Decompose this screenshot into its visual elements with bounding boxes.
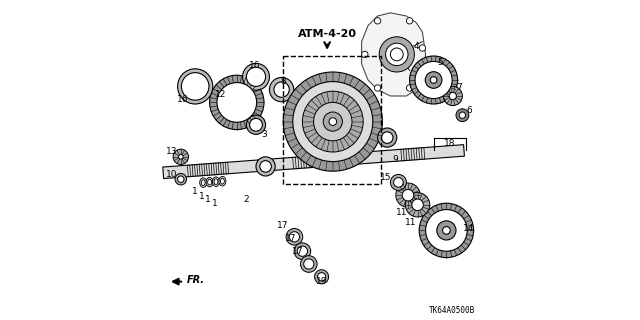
Text: 19: 19: [316, 277, 327, 286]
Text: 4: 4: [413, 42, 419, 51]
Circle shape: [426, 72, 442, 88]
Text: ATM-4-20: ATM-4-20: [298, 28, 356, 39]
Circle shape: [426, 210, 467, 251]
Circle shape: [243, 63, 269, 90]
Text: 1: 1: [205, 196, 211, 204]
Circle shape: [304, 259, 314, 269]
Circle shape: [274, 82, 289, 97]
Ellipse shape: [200, 178, 207, 188]
Circle shape: [460, 112, 466, 118]
Circle shape: [182, 73, 209, 100]
Circle shape: [412, 199, 424, 211]
Circle shape: [293, 82, 372, 162]
Circle shape: [456, 109, 468, 122]
Ellipse shape: [219, 176, 226, 186]
Ellipse shape: [206, 177, 213, 187]
Circle shape: [385, 43, 408, 66]
Ellipse shape: [212, 177, 220, 187]
Circle shape: [436, 221, 456, 240]
Circle shape: [323, 112, 342, 131]
Circle shape: [403, 189, 414, 201]
Circle shape: [217, 83, 257, 122]
Text: 13: 13: [166, 148, 178, 156]
Circle shape: [286, 228, 303, 245]
Circle shape: [430, 77, 437, 83]
Text: 11: 11: [396, 208, 407, 217]
Polygon shape: [163, 145, 465, 179]
Circle shape: [443, 86, 463, 106]
Circle shape: [250, 118, 262, 131]
Text: 7: 7: [456, 84, 462, 92]
Text: 17: 17: [285, 234, 297, 243]
Circle shape: [317, 273, 326, 281]
Text: 16: 16: [249, 61, 260, 70]
Circle shape: [329, 118, 337, 125]
Text: 14: 14: [463, 224, 474, 233]
Circle shape: [396, 183, 420, 207]
Circle shape: [289, 232, 300, 242]
Circle shape: [260, 161, 271, 172]
Text: 5: 5: [437, 58, 443, 67]
Text: 15: 15: [380, 173, 391, 182]
Circle shape: [210, 75, 264, 130]
Ellipse shape: [207, 179, 211, 185]
Circle shape: [415, 61, 452, 99]
Text: 18: 18: [444, 140, 455, 148]
Circle shape: [419, 45, 426, 51]
Text: TK64A0500B: TK64A0500B: [429, 306, 475, 315]
Circle shape: [173, 149, 189, 164]
Circle shape: [381, 132, 393, 143]
Circle shape: [246, 115, 266, 134]
Text: 10: 10: [166, 170, 178, 179]
Circle shape: [294, 243, 311, 260]
Circle shape: [374, 85, 381, 91]
Text: 8: 8: [280, 77, 286, 86]
Circle shape: [303, 91, 364, 152]
Circle shape: [178, 69, 212, 104]
Circle shape: [406, 85, 413, 91]
Polygon shape: [362, 13, 426, 96]
Ellipse shape: [214, 179, 218, 185]
Text: 6: 6: [466, 106, 472, 115]
Circle shape: [443, 227, 451, 234]
Text: 16: 16: [177, 95, 189, 104]
Circle shape: [175, 173, 187, 185]
Text: 2: 2: [244, 196, 249, 204]
Circle shape: [449, 92, 456, 100]
Circle shape: [179, 155, 183, 159]
Bar: [283, 56, 381, 184]
Text: 1: 1: [193, 188, 198, 196]
Circle shape: [390, 48, 403, 61]
Circle shape: [362, 51, 368, 58]
Circle shape: [301, 256, 317, 272]
Ellipse shape: [220, 178, 225, 184]
Text: 1: 1: [199, 192, 204, 201]
Circle shape: [297, 246, 307, 256]
Text: 9: 9: [392, 156, 398, 164]
Circle shape: [178, 176, 184, 182]
Text: 12: 12: [215, 90, 227, 99]
Text: 3: 3: [261, 130, 267, 139]
Circle shape: [378, 128, 397, 147]
Circle shape: [390, 174, 406, 190]
Ellipse shape: [201, 180, 205, 186]
Circle shape: [379, 37, 415, 72]
Text: 11: 11: [406, 218, 417, 227]
Circle shape: [314, 102, 352, 141]
Circle shape: [394, 178, 403, 187]
Circle shape: [374, 18, 381, 24]
Circle shape: [419, 203, 474, 258]
Circle shape: [410, 56, 458, 104]
Circle shape: [256, 157, 275, 176]
Circle shape: [406, 193, 430, 217]
Circle shape: [406, 18, 413, 24]
Text: 1: 1: [212, 199, 217, 208]
Text: 17: 17: [292, 247, 303, 256]
Circle shape: [269, 77, 294, 102]
Text: FR.: FR.: [187, 275, 205, 285]
Circle shape: [315, 270, 329, 284]
Circle shape: [283, 72, 383, 171]
Circle shape: [246, 67, 266, 86]
Text: 17: 17: [278, 221, 289, 230]
